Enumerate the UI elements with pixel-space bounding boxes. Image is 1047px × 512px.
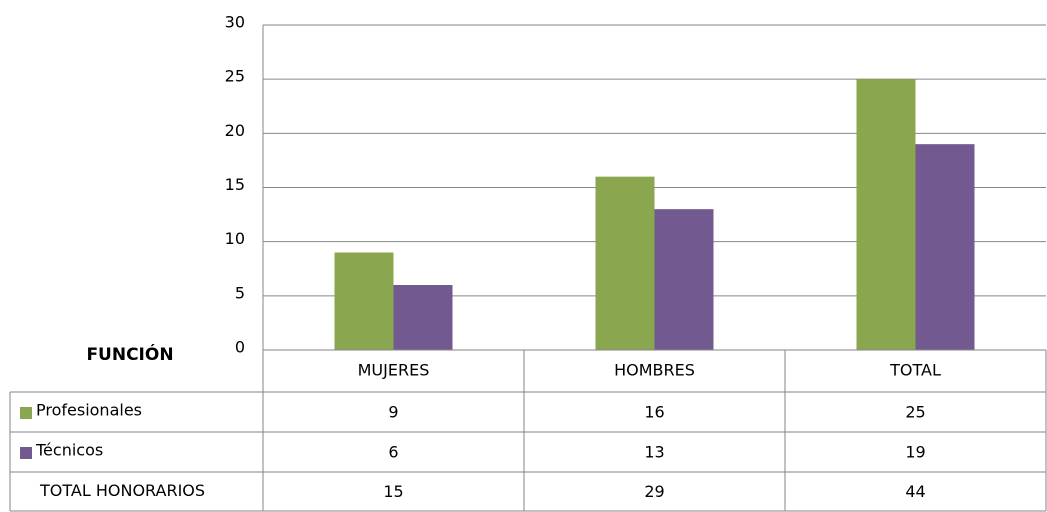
legend-label: Técnicos xyxy=(35,441,103,460)
bar xyxy=(915,144,975,350)
table-total-value: 15 xyxy=(383,482,403,501)
legend-key xyxy=(20,447,32,459)
y-tick-label: 20 xyxy=(225,121,245,140)
table-value: 16 xyxy=(644,403,664,422)
x-tick-label: MUJERES xyxy=(358,361,430,380)
y-tick-label: 15 xyxy=(225,175,245,194)
bar xyxy=(393,285,453,350)
x-tick-label: TOTAL xyxy=(889,361,941,380)
table-value: 9 xyxy=(388,403,398,422)
y-tick-label: 0 xyxy=(235,338,245,357)
bar xyxy=(654,209,714,350)
y-tick-label: 30 xyxy=(225,13,245,32)
bar xyxy=(856,79,916,351)
table-value: 6 xyxy=(388,443,398,462)
table-total-value: 44 xyxy=(905,482,925,501)
legend-label: Profesionales xyxy=(36,401,142,420)
table-value: 19 xyxy=(905,443,925,462)
bar xyxy=(595,176,655,350)
table-total-value: 29 xyxy=(644,482,664,501)
table-total-label: TOTAL HONORARIOS xyxy=(39,481,205,500)
bar xyxy=(334,252,394,350)
x-tick-label: HOMBRES xyxy=(614,361,695,380)
y-tick-label: 10 xyxy=(225,229,245,248)
y-tick-label: 25 xyxy=(225,67,245,86)
table-value: 13 xyxy=(644,443,664,462)
legend-key xyxy=(20,407,32,419)
y-tick-label: 5 xyxy=(235,283,245,302)
table-value: 25 xyxy=(905,403,925,422)
table-header: FUNCIÓN xyxy=(86,343,173,365)
